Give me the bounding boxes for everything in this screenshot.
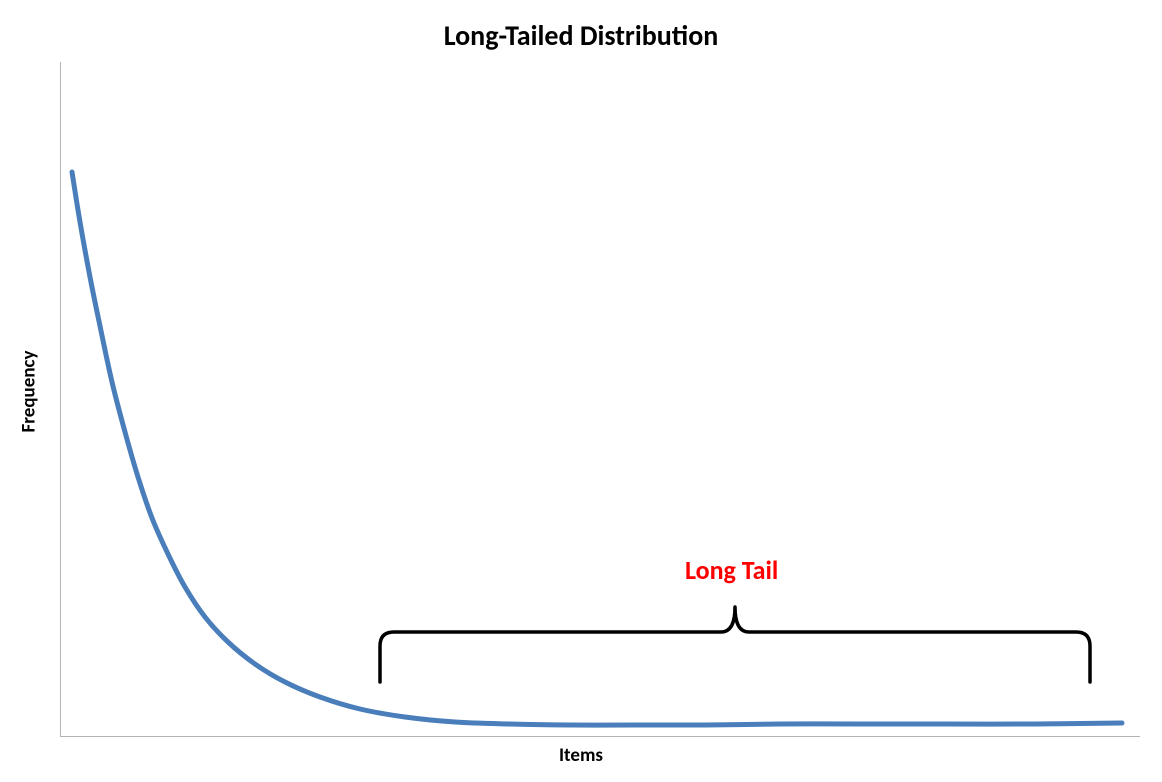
x-axis-label: Items — [0, 744, 1162, 767]
y-axis-label: Frequency — [17, 351, 40, 433]
distribution-curve — [72, 172, 1122, 725]
long-tail-annotation: Long Tail — [685, 554, 778, 586]
chart-svg — [60, 62, 1140, 737]
annotation-bracket — [380, 607, 1090, 682]
plot-area — [60, 62, 1140, 737]
chart-title: Long-Tailed Distribution — [0, 18, 1162, 53]
